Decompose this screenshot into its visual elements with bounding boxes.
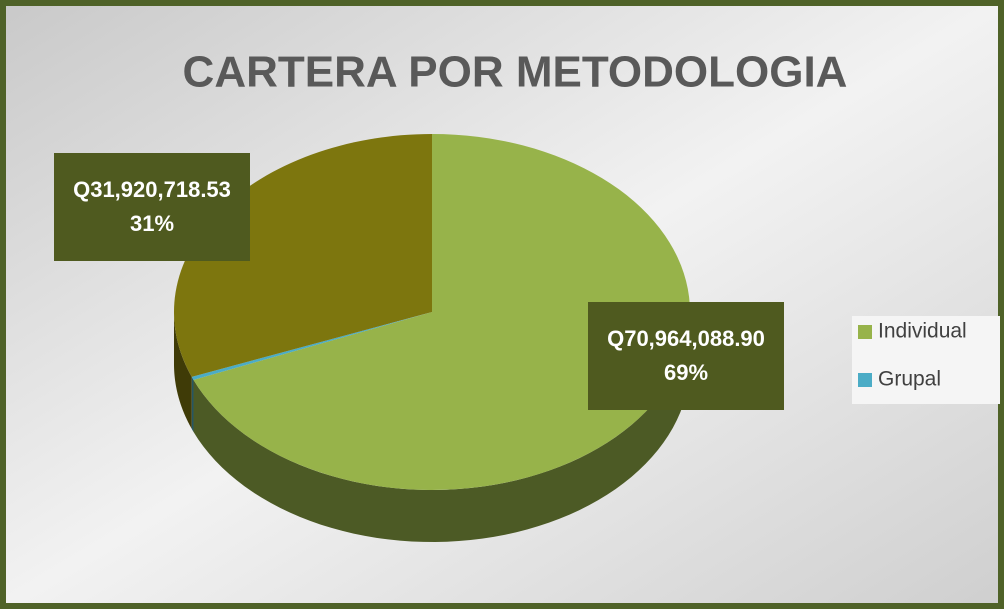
- pie-side: [193, 312, 690, 542]
- legend-label: Individual: [878, 320, 967, 343]
- pie-slice: [191, 312, 432, 380]
- chart-title: CARTERA POR METODOLOGIA: [183, 48, 848, 97]
- pie-slice: [193, 134, 690, 490]
- pie-side: [191, 376, 194, 432]
- data-label-box: [588, 302, 784, 410]
- data-label-percent: 69%: [664, 360, 708, 385]
- legend-box: [852, 316, 1000, 404]
- legend-label: Grupal: [878, 368, 941, 391]
- pie-side: [174, 312, 192, 429]
- data-label-value: Q31,920,718.53: [73, 177, 231, 202]
- legend-swatch: [858, 325, 872, 339]
- data-label-value: Q70,964,088.90: [607, 326, 765, 351]
- legend-swatch: [858, 373, 872, 387]
- data-label-percent: 31%: [130, 211, 174, 236]
- data-label-box: [54, 153, 250, 261]
